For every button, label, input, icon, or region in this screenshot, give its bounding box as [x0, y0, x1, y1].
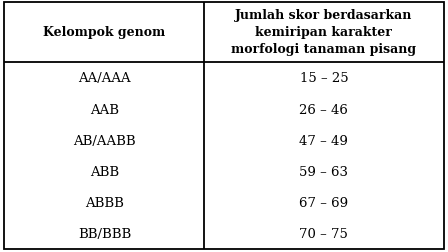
Text: 47 – 49: 47 – 49: [299, 134, 348, 147]
Text: ABB: ABB: [90, 165, 119, 178]
Text: 59 – 63: 59 – 63: [299, 165, 349, 178]
Text: 15 – 25: 15 – 25: [300, 72, 348, 85]
Text: AB/AABB: AB/AABB: [73, 134, 136, 147]
Text: BB/BBB: BB/BBB: [78, 228, 131, 240]
Text: ABBB: ABBB: [85, 196, 124, 209]
Text: AA/AAA: AA/AAA: [78, 72, 131, 85]
Text: AAB: AAB: [90, 103, 119, 116]
Text: Kelompok genom: Kelompok genom: [43, 26, 165, 39]
Text: 70 – 75: 70 – 75: [299, 228, 348, 240]
Text: 26 – 46: 26 – 46: [299, 103, 348, 116]
Text: Jumlah skor berdasarkan
kemiripan karakter
morfologi tanaman pisang: Jumlah skor berdasarkan kemiripan karakt…: [231, 9, 417, 56]
Text: 67 – 69: 67 – 69: [299, 196, 349, 209]
